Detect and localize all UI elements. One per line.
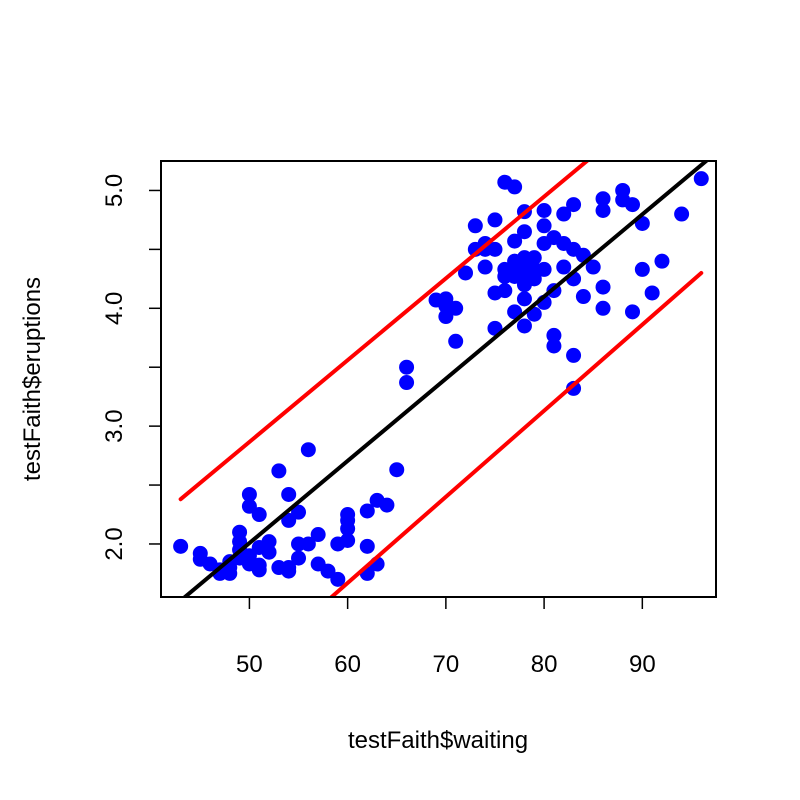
data-point xyxy=(271,463,287,479)
y-tick-label: 3.0 xyxy=(101,409,128,442)
x-axis-label: testFaith$waiting xyxy=(348,727,528,754)
y-tick-label: 4.0 xyxy=(101,292,128,325)
data-point xyxy=(595,300,611,316)
data-point xyxy=(379,497,395,513)
x-tick-label: 60 xyxy=(334,651,361,678)
y-tick-label: 2.0 xyxy=(101,527,128,560)
data-point xyxy=(566,347,582,363)
data-point xyxy=(241,498,257,514)
data-point xyxy=(585,259,601,275)
data-point xyxy=(575,289,591,305)
data-point xyxy=(497,283,513,299)
x-tick-label: 80 xyxy=(531,651,558,678)
data-point xyxy=(556,206,572,222)
data-point xyxy=(625,304,641,320)
prediction-bound-line-1 xyxy=(178,161,590,502)
data-point xyxy=(526,271,542,287)
y-tick-label: 5.0 xyxy=(101,174,128,207)
data-point xyxy=(516,224,532,240)
data-point xyxy=(448,300,464,316)
data-point xyxy=(487,241,503,257)
data-point xyxy=(448,333,464,349)
data-point xyxy=(261,534,277,550)
data-point xyxy=(625,197,641,213)
data-point xyxy=(654,253,670,269)
data-point xyxy=(595,279,611,295)
data-point xyxy=(300,536,316,552)
data-point xyxy=(487,212,503,228)
data-point xyxy=(516,318,532,334)
data-point xyxy=(546,327,562,343)
data-point xyxy=(674,206,690,222)
data-point xyxy=(330,571,346,587)
data-point xyxy=(566,197,582,213)
x-tick-label: 70 xyxy=(433,651,460,678)
data-point xyxy=(556,259,572,275)
data-point xyxy=(173,538,189,554)
data-point xyxy=(241,548,257,564)
data-point xyxy=(261,544,277,560)
y-axis: 2.0 3.0 4.0 5.0 xyxy=(101,174,162,561)
data-point xyxy=(281,512,297,528)
data-point xyxy=(300,442,316,458)
data-point xyxy=(241,486,257,502)
data-point xyxy=(507,233,523,249)
data-point xyxy=(359,503,375,519)
y-axis-label: testFaith$eruptions xyxy=(19,277,46,481)
fit-line xyxy=(181,161,710,597)
data-point xyxy=(399,375,415,391)
data-point xyxy=(222,565,238,581)
data-point xyxy=(389,462,405,478)
prediction-bound-line-2 xyxy=(328,270,704,597)
data-point xyxy=(399,359,415,375)
data-point xyxy=(536,261,552,277)
data-point xyxy=(281,563,297,579)
data-point xyxy=(310,527,326,543)
data-point xyxy=(291,550,307,566)
data-point xyxy=(595,191,611,207)
x-axis: 50 60 70 80 90 xyxy=(236,596,656,678)
data-point xyxy=(232,524,248,540)
data-point xyxy=(536,218,552,234)
data-point xyxy=(477,259,493,275)
data-point xyxy=(566,380,582,396)
data-point xyxy=(516,291,532,307)
data-point xyxy=(291,504,307,520)
data-point xyxy=(526,250,542,266)
data-point xyxy=(251,562,267,578)
data-point xyxy=(546,338,562,354)
data-point xyxy=(595,202,611,218)
data-layer xyxy=(173,161,710,597)
data-point xyxy=(693,171,709,187)
data-point xyxy=(634,261,650,277)
data-point xyxy=(438,309,454,325)
data-point xyxy=(507,179,523,195)
data-point xyxy=(359,538,375,554)
data-point xyxy=(251,507,267,523)
data-point xyxy=(320,563,336,579)
x-tick-label: 90 xyxy=(629,651,656,678)
data-point xyxy=(340,532,356,548)
data-point xyxy=(536,202,552,218)
data-point xyxy=(340,521,356,537)
x-tick-label: 50 xyxy=(236,651,263,678)
data-point xyxy=(281,486,297,502)
data-point xyxy=(644,285,660,301)
data-point xyxy=(458,265,474,281)
data-point xyxy=(467,218,483,234)
